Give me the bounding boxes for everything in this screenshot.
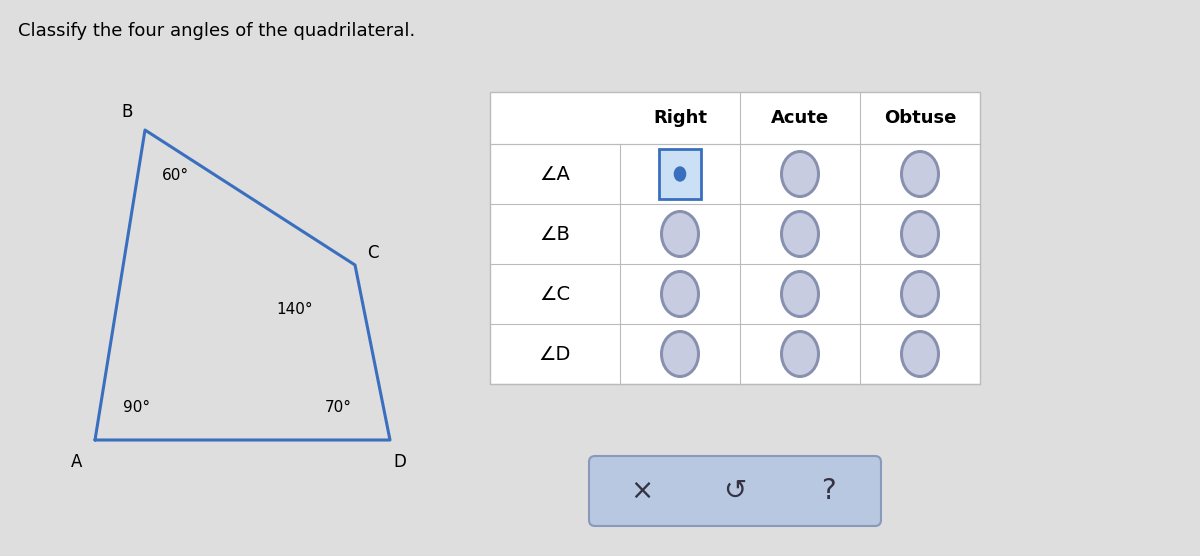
FancyBboxPatch shape bbox=[589, 456, 881, 526]
Text: ∠D: ∠D bbox=[539, 345, 571, 364]
Text: 60°: 60° bbox=[162, 167, 188, 182]
Ellipse shape bbox=[662, 213, 697, 255]
Text: A: A bbox=[71, 453, 83, 471]
Ellipse shape bbox=[662, 333, 697, 375]
Ellipse shape bbox=[900, 270, 940, 318]
Ellipse shape bbox=[780, 270, 820, 318]
Ellipse shape bbox=[660, 270, 700, 318]
Text: 70°: 70° bbox=[324, 400, 352, 415]
Ellipse shape bbox=[904, 273, 937, 315]
Text: Classify the four angles of the quadrilateral.: Classify the four angles of the quadrila… bbox=[18, 22, 415, 40]
Ellipse shape bbox=[784, 153, 817, 195]
Text: Acute: Acute bbox=[770, 109, 829, 127]
Text: ?: ? bbox=[821, 477, 835, 505]
Text: B: B bbox=[121, 103, 133, 121]
Ellipse shape bbox=[904, 333, 937, 375]
Ellipse shape bbox=[780, 150, 820, 198]
Ellipse shape bbox=[780, 330, 820, 378]
Text: 140°: 140° bbox=[277, 302, 313, 317]
Bar bbox=[490, 92, 980, 384]
Text: 90°: 90° bbox=[124, 400, 150, 415]
Ellipse shape bbox=[660, 330, 700, 378]
Text: ×: × bbox=[630, 477, 653, 505]
Text: Obtuse: Obtuse bbox=[884, 109, 956, 127]
Ellipse shape bbox=[900, 150, 940, 198]
Text: ∠B: ∠B bbox=[540, 225, 570, 244]
Ellipse shape bbox=[784, 333, 817, 375]
Ellipse shape bbox=[904, 153, 937, 195]
Text: Right: Right bbox=[653, 109, 707, 127]
Text: ∠C: ∠C bbox=[540, 285, 570, 304]
Text: D: D bbox=[394, 453, 407, 471]
Ellipse shape bbox=[780, 210, 820, 258]
Ellipse shape bbox=[900, 210, 940, 258]
Bar bbox=[490, 92, 980, 384]
Ellipse shape bbox=[900, 330, 940, 378]
Text: ↺: ↺ bbox=[724, 477, 746, 505]
Ellipse shape bbox=[673, 166, 686, 182]
FancyBboxPatch shape bbox=[659, 149, 701, 199]
Text: ∠A: ∠A bbox=[540, 165, 570, 183]
Text: C: C bbox=[367, 244, 379, 262]
Ellipse shape bbox=[660, 210, 700, 258]
Ellipse shape bbox=[784, 273, 817, 315]
Ellipse shape bbox=[904, 213, 937, 255]
Ellipse shape bbox=[662, 273, 697, 315]
Ellipse shape bbox=[784, 213, 817, 255]
